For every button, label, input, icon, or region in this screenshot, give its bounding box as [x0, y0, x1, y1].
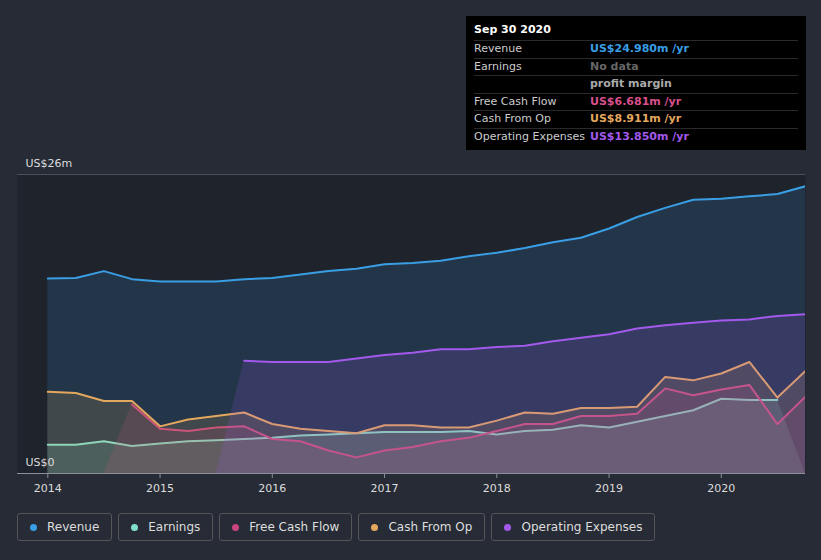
html-text:Sep 30 2020: Sep 30 2020 — [474, 23, 551, 36]
html-text:US$8.911m /yr: US$8.911m /yr — [590, 112, 682, 125]
html-text:profit margin: profit margin — [590, 77, 672, 90]
html-text:Operating Expenses: Operating Expenses — [521, 520, 643, 534]
html-text:Earnings: Earnings — [148, 520, 201, 534]
html-text:Revenue: Revenue — [474, 42, 522, 55]
html-text:Free Cash Flow: Free Cash Flow — [249, 520, 340, 534]
svg-text:2019: 2019 — [595, 482, 623, 495]
html-text:Earnings: Earnings — [474, 59, 522, 73]
html-text:US$13.850m /yr: US$13.850m /yr — [590, 129, 689, 143]
svg-text:US$26m: US$26m — [26, 157, 73, 170]
svg-text:2018: 2018 — [483, 482, 511, 495]
svg-text:2020: 2020 — [707, 482, 735, 495]
html-text:Revenue: Revenue — [47, 520, 100, 534]
svg-text:2017: 2017 — [371, 482, 399, 495]
html-text:US$24.980m /yr: US$24.980m /yr — [590, 42, 689, 55]
svg-text:2014: 2014 — [34, 482, 62, 495]
html-text:Cash From Op: Cash From Op — [388, 520, 473, 534]
svg-text:US$0: US$0 — [26, 456, 55, 469]
svg-text:2015: 2015 — [146, 482, 174, 495]
html-text:Free Cash Flow: Free Cash Flow — [474, 94, 557, 108]
html-text:US$6.681m /yr: US$6.681m /yr — [590, 94, 682, 108]
html-text:No data: No data — [590, 59, 639, 73]
html-text:Operating Expenses: Operating Expenses — [474, 129, 585, 143]
svg-text:2016: 2016 — [258, 482, 286, 495]
html-text:Cash From Op: Cash From Op — [474, 112, 551, 125]
